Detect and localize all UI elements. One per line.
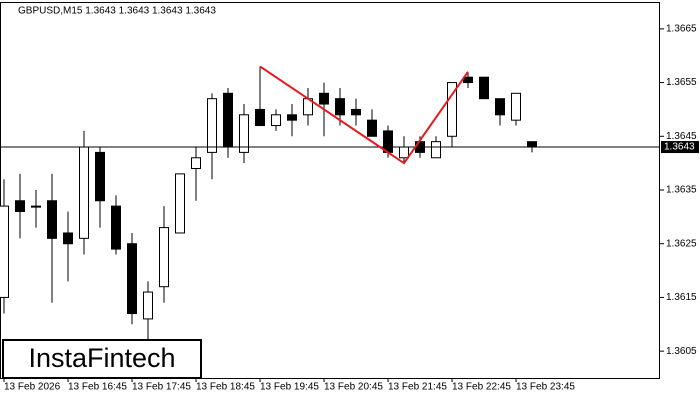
candle-body (111, 205, 121, 250)
candle-body (143, 291, 153, 320)
x-tick-label: 13 Feb 2026 (4, 382, 61, 393)
logo-box (2, 339, 202, 379)
logo: InstaFintech (28, 343, 175, 373)
y-tick-label: 1.3605 (666, 346, 697, 357)
x-tick-label: 13 Feb 17:45 (132, 382, 191, 393)
candle-body (31, 205, 41, 208)
candle-body (255, 108, 265, 127)
x-tick-label: 13 Feb 16:45 (68, 382, 127, 393)
candle-body (511, 92, 521, 121)
x-tick-label: 13 Feb 23:45 (516, 382, 575, 393)
y-tick-label: 1.3655 (666, 77, 697, 88)
candle-body (271, 114, 281, 127)
candle-body (47, 200, 57, 239)
y-tick-label: 1.3665 (666, 23, 697, 34)
x-tick-label: 13 Feb 22:45 (452, 382, 511, 393)
y-tick-label: 1.3615 (666, 292, 697, 303)
candle-body (399, 146, 409, 159)
y-tick-label: 1.3645 (666, 131, 697, 142)
candle-body (79, 146, 89, 239)
plot-area (0, 65, 660, 341)
candle-body (287, 114, 297, 121)
candle-body (447, 82, 457, 137)
candle-body (15, 200, 25, 212)
candle-body (351, 108, 361, 116)
price-label-box (661, 141, 699, 154)
y-tick-label: 1.3625 (666, 238, 697, 249)
candle-body (527, 141, 537, 148)
candle-body (191, 157, 201, 170)
candle-body (319, 92, 329, 105)
chart-title: GBPUSD,M15 1.3643 1.3643 1.3643 1.3643 (18, 6, 216, 17)
candle-body (335, 98, 345, 116)
candle-body (239, 114, 249, 153)
x-tick-label: 13 Feb 19:45 (260, 382, 319, 393)
plot-frame (0, 2, 660, 379)
price-label: 1.3643 (664, 142, 695, 153)
candle-body (95, 151, 105, 202)
candle-body (0, 205, 9, 298)
pattern-line (259, 65, 469, 165)
x-tick-label: 13 Feb 20:45 (324, 382, 383, 393)
x-tick-label: 13 Feb 21:45 (388, 382, 447, 393)
candle-body (431, 141, 441, 159)
candle-body (367, 119, 377, 137)
candle-body (223, 92, 233, 148)
candle-body (127, 243, 137, 315)
candle-body (175, 173, 185, 234)
candle-body (479, 76, 489, 100)
candle-body (207, 98, 217, 153)
candle-body (159, 227, 169, 288)
candle-body (63, 232, 73, 245)
x-tick-label: 13 Feb 18:45 (196, 382, 255, 393)
y-tick-label: 1.3635 (666, 185, 697, 196)
candle-body (495, 98, 505, 116)
